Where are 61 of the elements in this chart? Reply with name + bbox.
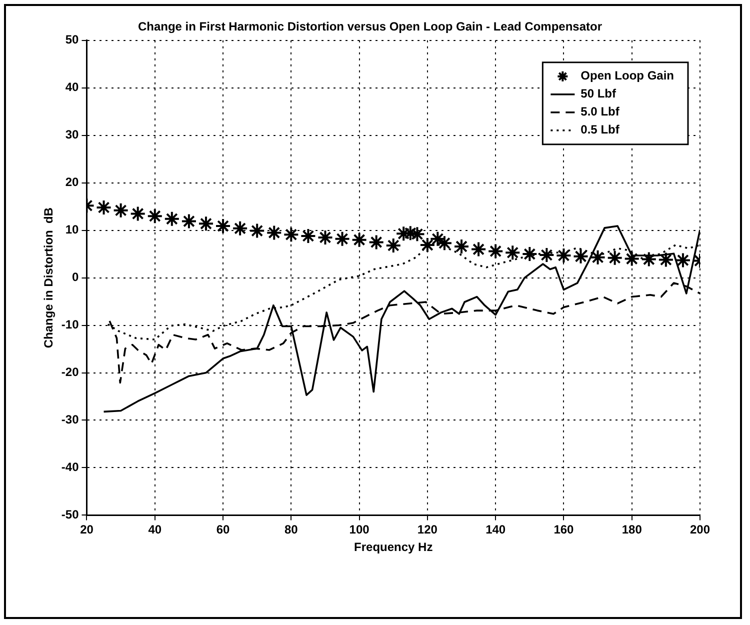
y-axis-title: Change in Distortion dB xyxy=(42,207,56,348)
y-tick-label: 30 xyxy=(65,128,80,142)
x-tick-label: 140 xyxy=(486,522,506,537)
point xyxy=(538,247,555,264)
x-tick-label: 20 xyxy=(80,522,94,537)
y-tick-label: 40 xyxy=(65,80,80,94)
point xyxy=(130,206,146,222)
point xyxy=(454,238,470,254)
legend-label: Open Loop Gain xyxy=(580,68,674,83)
y-tick-label: -30 xyxy=(61,412,80,427)
x-axis-title: Frequency Hz xyxy=(354,540,433,554)
point xyxy=(419,237,436,254)
point xyxy=(624,250,640,267)
point xyxy=(266,224,282,241)
point xyxy=(640,251,657,268)
point xyxy=(488,243,504,260)
point xyxy=(300,228,316,244)
point xyxy=(112,202,129,218)
point xyxy=(198,216,214,232)
point xyxy=(334,230,350,247)
chart-title: Change in First Harmonic Distortion versus Open Loop Gain - Lead Compensator xyxy=(138,20,602,34)
x-tick-label: 80 xyxy=(284,522,298,537)
point xyxy=(522,246,538,262)
point xyxy=(215,218,232,234)
y-tick-label: 10 xyxy=(65,222,80,237)
point xyxy=(232,220,248,236)
point xyxy=(385,238,402,254)
point xyxy=(658,252,674,268)
y-tick-label: 20 xyxy=(65,175,80,190)
point xyxy=(180,213,197,230)
point xyxy=(146,208,163,224)
y-tick-label: -50 xyxy=(61,508,80,522)
point xyxy=(606,250,623,266)
point xyxy=(556,247,572,264)
x-tick-label: 180 xyxy=(622,522,642,537)
point xyxy=(368,234,384,250)
y-tick-label: -20 xyxy=(61,365,80,380)
legend-label: 0.5 Lbf xyxy=(580,122,620,137)
x-tick-label: 160 xyxy=(554,522,574,537)
point xyxy=(590,249,606,266)
point xyxy=(96,200,112,216)
y-tick-label: 0 xyxy=(72,270,80,284)
point xyxy=(351,232,368,248)
y-tick-label: -10 xyxy=(61,318,80,332)
x-tick-label: 120 xyxy=(417,522,438,537)
legend-label: 5.0 Lbf xyxy=(580,104,620,119)
point xyxy=(572,248,589,264)
point xyxy=(317,229,334,246)
point xyxy=(164,210,180,227)
point xyxy=(504,244,521,261)
point xyxy=(283,226,300,243)
legend-label: 50 Lbf xyxy=(580,86,618,101)
x-tick-label: 100 xyxy=(349,522,370,537)
point xyxy=(249,222,266,239)
y-tick-label: -40 xyxy=(61,460,80,474)
point xyxy=(470,241,487,258)
x-tick-label: 40 xyxy=(148,522,162,537)
point xyxy=(674,252,691,268)
x-tick-label: 200 xyxy=(690,522,710,537)
y-tick-label: 50 xyxy=(65,32,80,47)
x-tick-label: 60 xyxy=(216,522,230,537)
